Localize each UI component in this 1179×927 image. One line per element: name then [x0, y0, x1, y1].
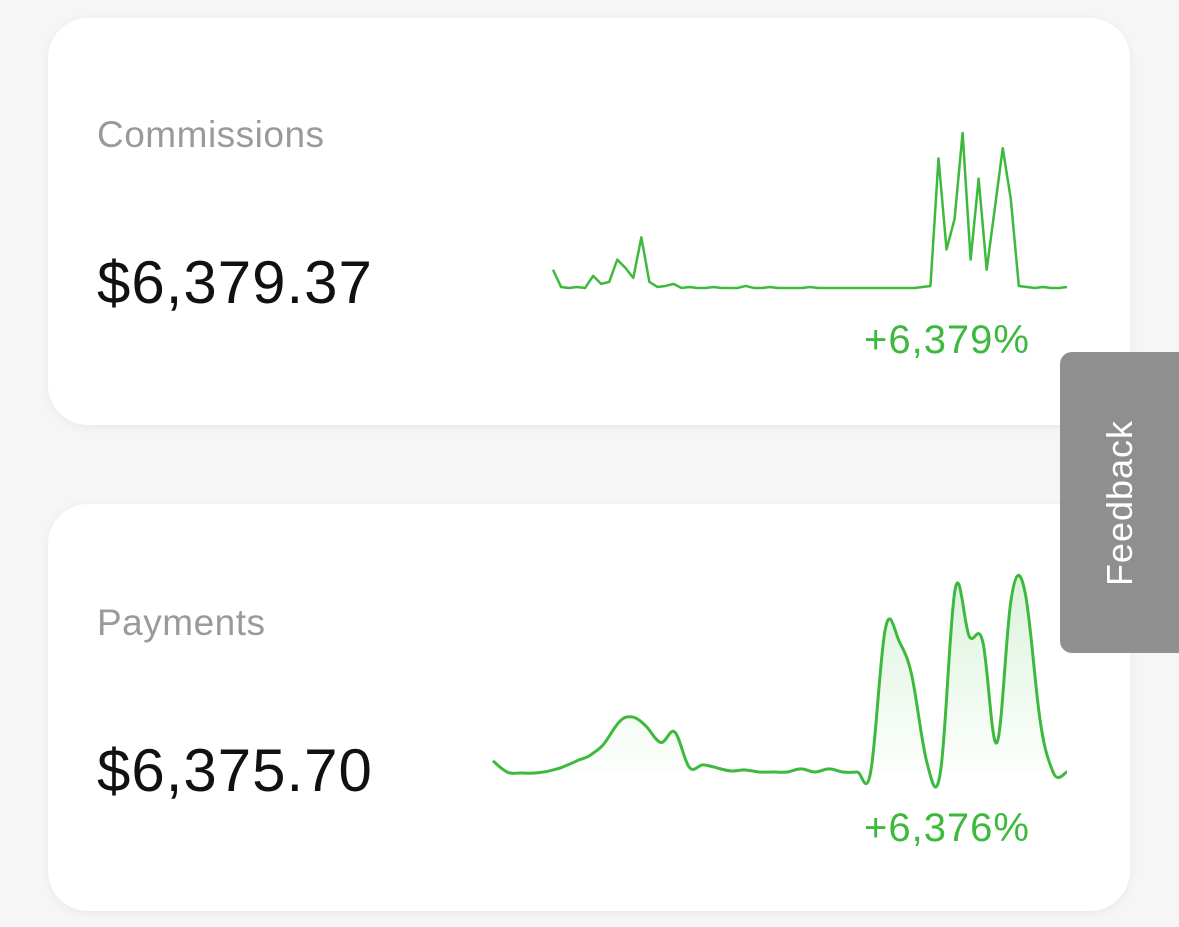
card-amount: $6,379.37 [97, 249, 373, 316]
sparkline [491, 573, 1068, 789]
card-label: Commissions [97, 114, 325, 155]
sparkline-line [551, 131, 1068, 290]
card-amount: $6,375.70 [97, 737, 373, 804]
feedback-label[interactable]: Feedback [1098, 419, 1140, 586]
payments-card: Payments $6,375.70 +6,376% [48, 504, 1130, 911]
card-label: Payments [97, 602, 266, 643]
card-change: +6,376% [863, 806, 1030, 850]
sparkline-area [493, 575, 1067, 788]
commissions-card: Commissions $6,379.37 +6,379% [48, 18, 1130, 425]
feedback-tab[interactable]: Feedback [1060, 352, 1179, 653]
sparkline [551, 131, 1068, 290]
sparkline-line [491, 573, 1068, 789]
card-change: +6,379% [863, 318, 1030, 362]
